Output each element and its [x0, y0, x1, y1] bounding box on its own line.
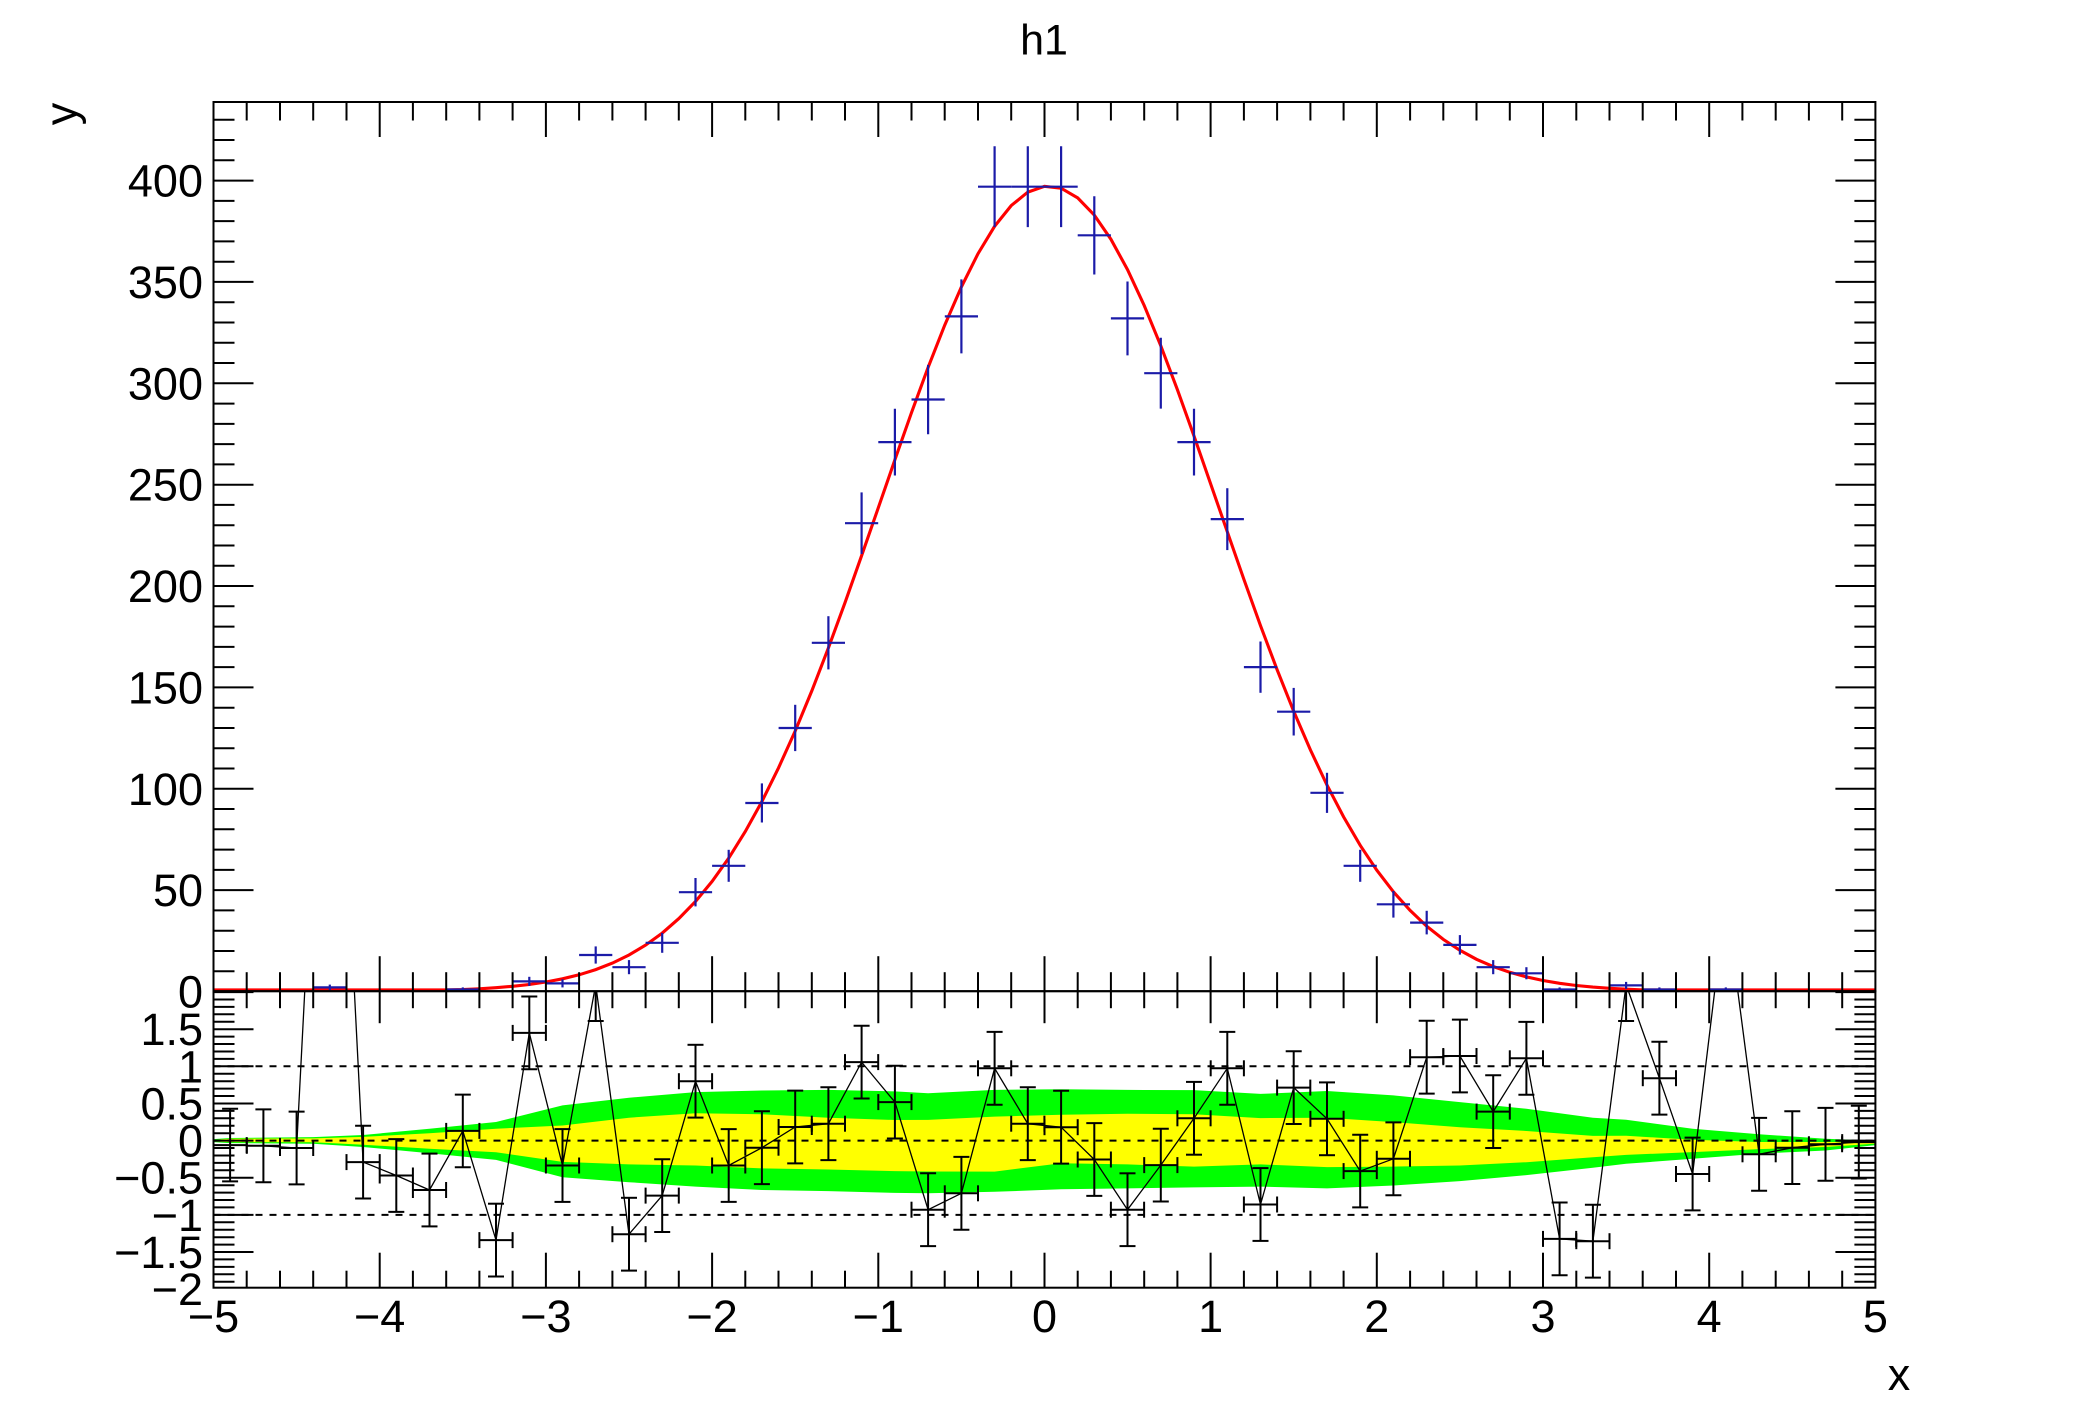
svg-text:0: 0	[178, 967, 203, 1018]
svg-text:50: 50	[153, 865, 203, 916]
svg-text:100: 100	[128, 764, 203, 815]
svg-text:−2: −2	[152, 1264, 203, 1315]
svg-text:h1: h1	[1020, 17, 1068, 65]
svg-text:4: 4	[1697, 1291, 1722, 1342]
svg-text:−5: −5	[188, 1291, 239, 1342]
svg-text:−1: −1	[152, 1190, 203, 1241]
svg-text:350: 350	[128, 257, 203, 308]
svg-text:−2: −2	[686, 1291, 737, 1342]
svg-text:1.5: 1.5	[140, 1004, 203, 1055]
svg-text:3: 3	[1530, 1291, 1555, 1342]
svg-text:−4: −4	[354, 1291, 405, 1342]
svg-text:150: 150	[128, 662, 203, 713]
svg-text:0: 0	[1032, 1291, 1057, 1342]
svg-text:−1: −1	[853, 1291, 904, 1342]
svg-text:x: x	[1888, 1349, 1911, 1400]
svg-text:0: 0	[178, 1116, 203, 1167]
svg-text:1: 1	[178, 1041, 203, 1092]
svg-text:300: 300	[128, 358, 203, 409]
svg-text:400: 400	[128, 156, 203, 207]
svg-text:−1.5: −1.5	[114, 1227, 203, 1278]
svg-text:−3: −3	[520, 1291, 571, 1342]
svg-text:5: 5	[1863, 1291, 1888, 1342]
svg-text:2: 2	[1364, 1291, 1389, 1342]
svg-text:−0.5: −0.5	[114, 1153, 203, 1204]
svg-text:0.5: 0.5	[140, 1079, 203, 1130]
svg-text:y: y	[36, 102, 87, 125]
svg-text:250: 250	[128, 460, 203, 511]
svg-text:200: 200	[128, 561, 203, 612]
svg-text:1: 1	[1198, 1291, 1223, 1342]
